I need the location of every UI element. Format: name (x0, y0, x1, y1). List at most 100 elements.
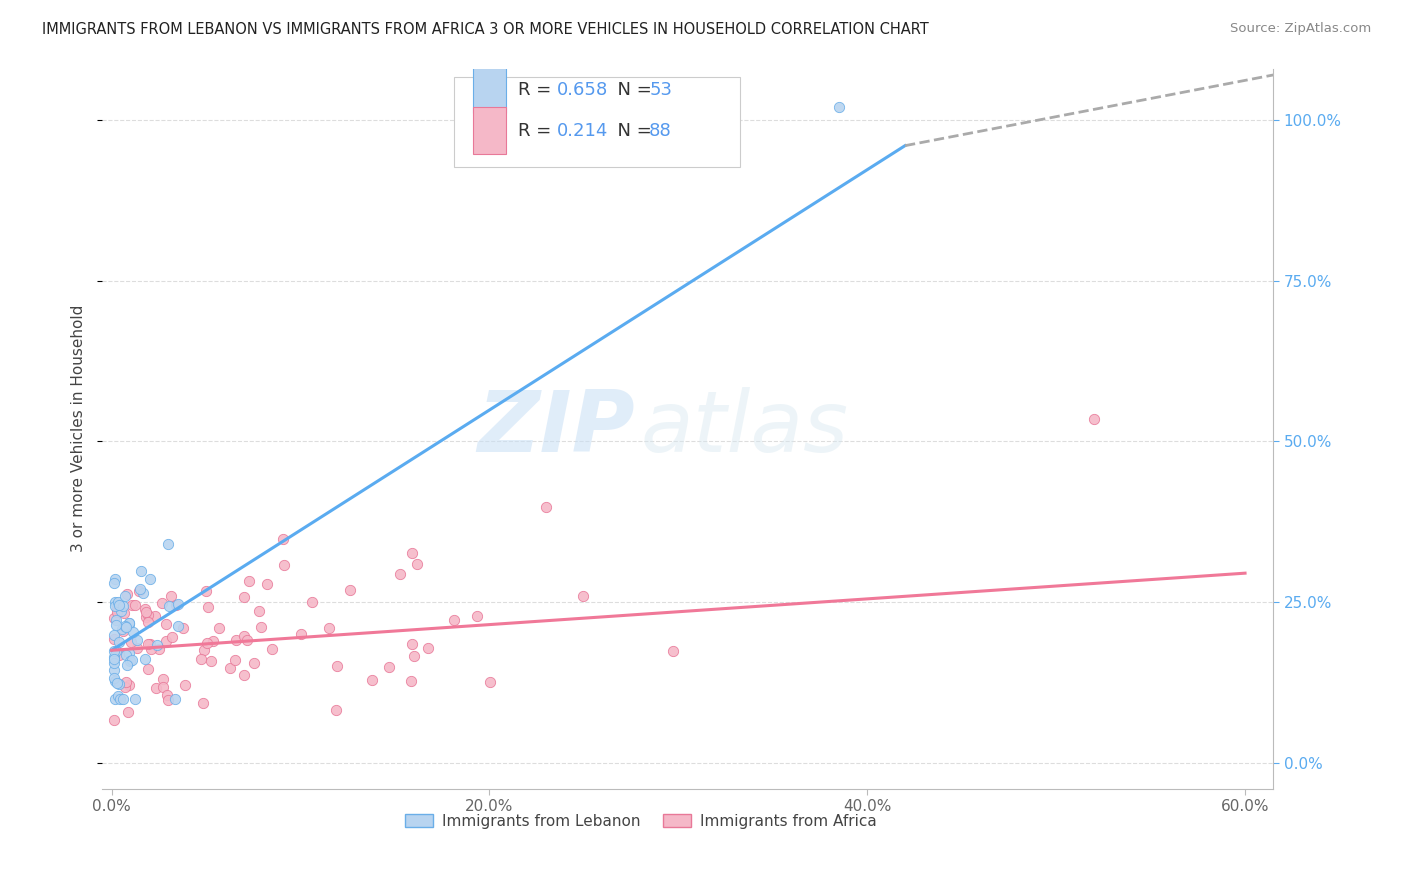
Point (195, 583, 218, 598)
Point (104, 644, 127, 658)
Point (405, 558, 427, 572)
Text: N =: N = (606, 81, 658, 99)
FancyBboxPatch shape (454, 78, 741, 167)
Point (156, 537, 179, 551)
Point (225, 633, 247, 648)
FancyBboxPatch shape (474, 107, 506, 154)
Point (138, 572, 160, 586)
Legend: Immigrants from Lebanon, Immigrants from Africa: Immigrants from Lebanon, Immigrants from… (399, 807, 883, 835)
Point (103, 575, 125, 590)
Point (104, 594, 127, 608)
Text: atlas: atlas (641, 387, 849, 470)
Point (121, 653, 143, 667)
Point (110, 604, 132, 618)
Point (114, 648, 136, 663)
Text: 53: 53 (650, 81, 672, 99)
Point (103, 632, 125, 647)
Point (828, 100, 851, 114)
Point (301, 595, 323, 609)
Point (262, 642, 284, 657)
Point (290, 626, 312, 640)
Point (200, 654, 222, 668)
Point (273, 558, 295, 572)
Point (195, 636, 218, 650)
Point (572, 589, 595, 603)
Point (534, 500, 557, 514)
Point (157, 692, 180, 706)
Point (118, 615, 141, 630)
Point (146, 638, 169, 652)
Point (129, 564, 152, 578)
Point (1083, 412, 1105, 426)
Point (166, 618, 188, 632)
Point (389, 566, 412, 581)
Point (105, 605, 128, 619)
Point (416, 640, 439, 655)
Point (105, 676, 128, 690)
Point (236, 633, 259, 648)
Point (103, 627, 125, 641)
Point (378, 660, 401, 674)
Y-axis label: 3 or more Vehicles in Household: 3 or more Vehicles in Household (72, 305, 86, 552)
Point (139, 637, 162, 651)
Point (103, 644, 125, 658)
Point (139, 642, 162, 657)
Point (136, 608, 159, 623)
Point (401, 546, 423, 560)
Point (104, 673, 127, 688)
Point (104, 617, 127, 632)
Point (271, 532, 294, 546)
Point (121, 598, 143, 612)
Point (401, 637, 423, 651)
Point (112, 624, 135, 638)
Point (174, 678, 197, 692)
Point (250, 620, 273, 634)
Point (128, 582, 150, 596)
Point (152, 672, 174, 686)
Point (114, 674, 136, 689)
Point (156, 688, 179, 702)
Point (202, 634, 225, 648)
Point (150, 596, 173, 610)
Point (111, 622, 134, 636)
Point (114, 620, 136, 634)
Point (193, 642, 215, 657)
Point (136, 637, 159, 651)
Point (160, 589, 183, 603)
Point (155, 633, 177, 648)
Point (105, 613, 128, 627)
Point (112, 599, 135, 614)
Point (111, 691, 134, 706)
Point (326, 659, 349, 673)
Point (318, 621, 340, 635)
Point (465, 608, 488, 623)
Text: 0.214: 0.214 (557, 122, 607, 140)
Point (662, 644, 685, 658)
Point (105, 602, 128, 616)
Point (104, 599, 127, 613)
Point (103, 611, 125, 625)
Point (152, 680, 174, 694)
Point (104, 572, 127, 586)
Point (143, 609, 166, 624)
Point (115, 587, 138, 601)
Point (165, 598, 187, 612)
Point (117, 705, 139, 719)
Point (122, 625, 145, 640)
Point (238, 574, 260, 588)
Point (247, 604, 270, 618)
Point (103, 649, 125, 664)
Point (243, 656, 266, 670)
Point (443, 613, 465, 627)
Point (110, 691, 132, 706)
Point (114, 619, 136, 633)
Text: R =: R = (517, 122, 557, 140)
Text: 0.658: 0.658 (557, 81, 607, 99)
Point (107, 635, 129, 649)
Point (103, 651, 125, 665)
Point (107, 595, 129, 609)
Point (399, 673, 422, 688)
Text: N =: N = (606, 122, 658, 140)
Point (103, 713, 125, 727)
Point (132, 586, 155, 600)
